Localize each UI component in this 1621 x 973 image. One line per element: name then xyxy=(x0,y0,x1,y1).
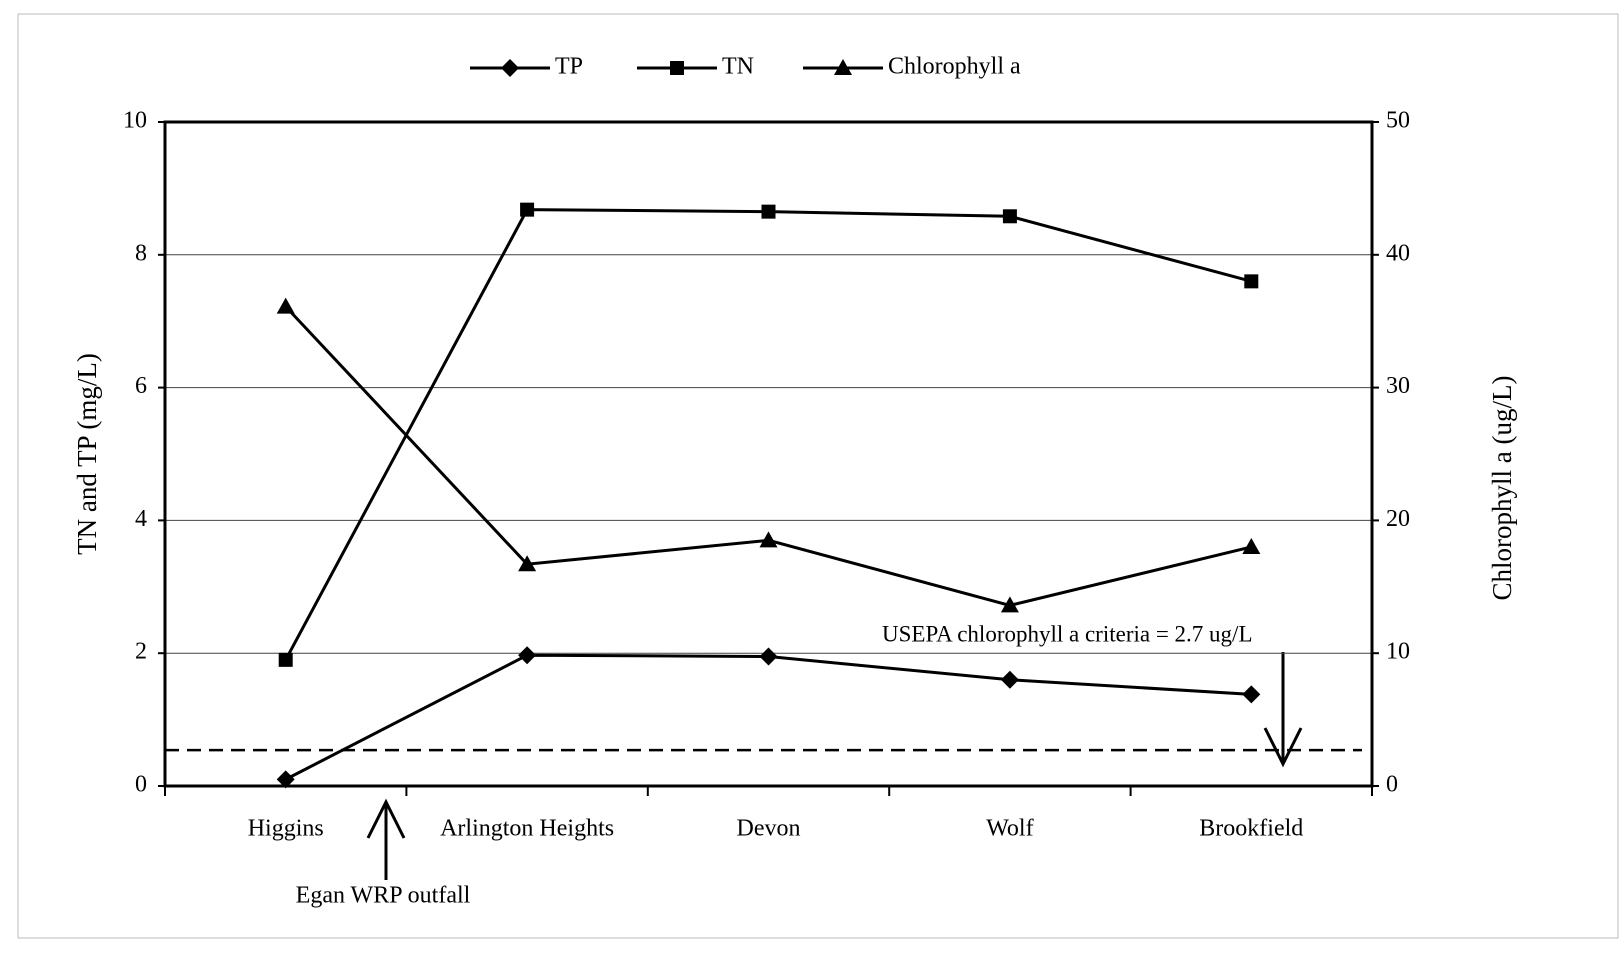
x-tick-label: Brookfield xyxy=(1199,816,1303,842)
marker xyxy=(1242,685,1261,704)
marker xyxy=(276,297,295,314)
marker xyxy=(761,204,776,219)
x-tick-label: Wolf xyxy=(986,816,1033,842)
plot-frame xyxy=(163,120,1374,788)
y-tick-label: 8 xyxy=(135,240,147,266)
y2-axis-title: Chlorophyll a (ug/L) xyxy=(1487,376,1517,601)
y2-tick-label: 30 xyxy=(1386,373,1410,399)
marker xyxy=(501,59,519,77)
y-tick-label: 0 xyxy=(135,772,147,798)
annotation-arrowhead xyxy=(1263,727,1303,768)
y2-tick-label: 0 xyxy=(1386,772,1398,798)
legend-label: Chlorophyll a xyxy=(888,54,1021,80)
frame xyxy=(17,13,1619,939)
marker xyxy=(1242,537,1261,554)
marker xyxy=(759,647,778,666)
marker xyxy=(278,652,293,667)
marker xyxy=(1000,596,1019,613)
marker xyxy=(518,646,537,665)
y2-tick-label: 50 xyxy=(1386,108,1410,134)
legend-label: TN xyxy=(722,54,754,80)
y2-tick-label: 40 xyxy=(1386,240,1410,266)
marker xyxy=(834,59,852,75)
y-tick-label: 10 xyxy=(123,108,147,134)
series-line xyxy=(284,305,1252,607)
series-line xyxy=(284,208,1252,661)
marker xyxy=(518,555,537,572)
y-axis-title: TN and TP (mg/L) xyxy=(72,353,102,555)
x-tick-label: Devon xyxy=(737,816,801,842)
marker xyxy=(276,770,295,789)
marker xyxy=(1002,209,1017,224)
y-tick-label: 4 xyxy=(135,506,147,532)
legend-label: TP xyxy=(555,54,583,80)
y-tick-label: 2 xyxy=(135,639,147,665)
annotation: Egan WRP outfall xyxy=(296,883,471,909)
marker xyxy=(759,531,778,548)
marker xyxy=(1244,274,1259,289)
y-tick-label: 6 xyxy=(135,373,147,399)
annotation-arrowhead xyxy=(366,798,406,839)
annotation: USEPA chlorophyll a criteria = 2.7 ug/L xyxy=(882,621,1253,646)
marker xyxy=(520,202,535,217)
y2-tick-label: 20 xyxy=(1386,506,1410,532)
y2-tick-label: 10 xyxy=(1386,639,1410,665)
x-tick-label: Arlington Heights xyxy=(440,816,614,842)
marker xyxy=(670,61,684,75)
x-tick-label: Higgins xyxy=(248,816,324,842)
series-line xyxy=(285,653,1252,781)
marker xyxy=(1000,670,1019,689)
